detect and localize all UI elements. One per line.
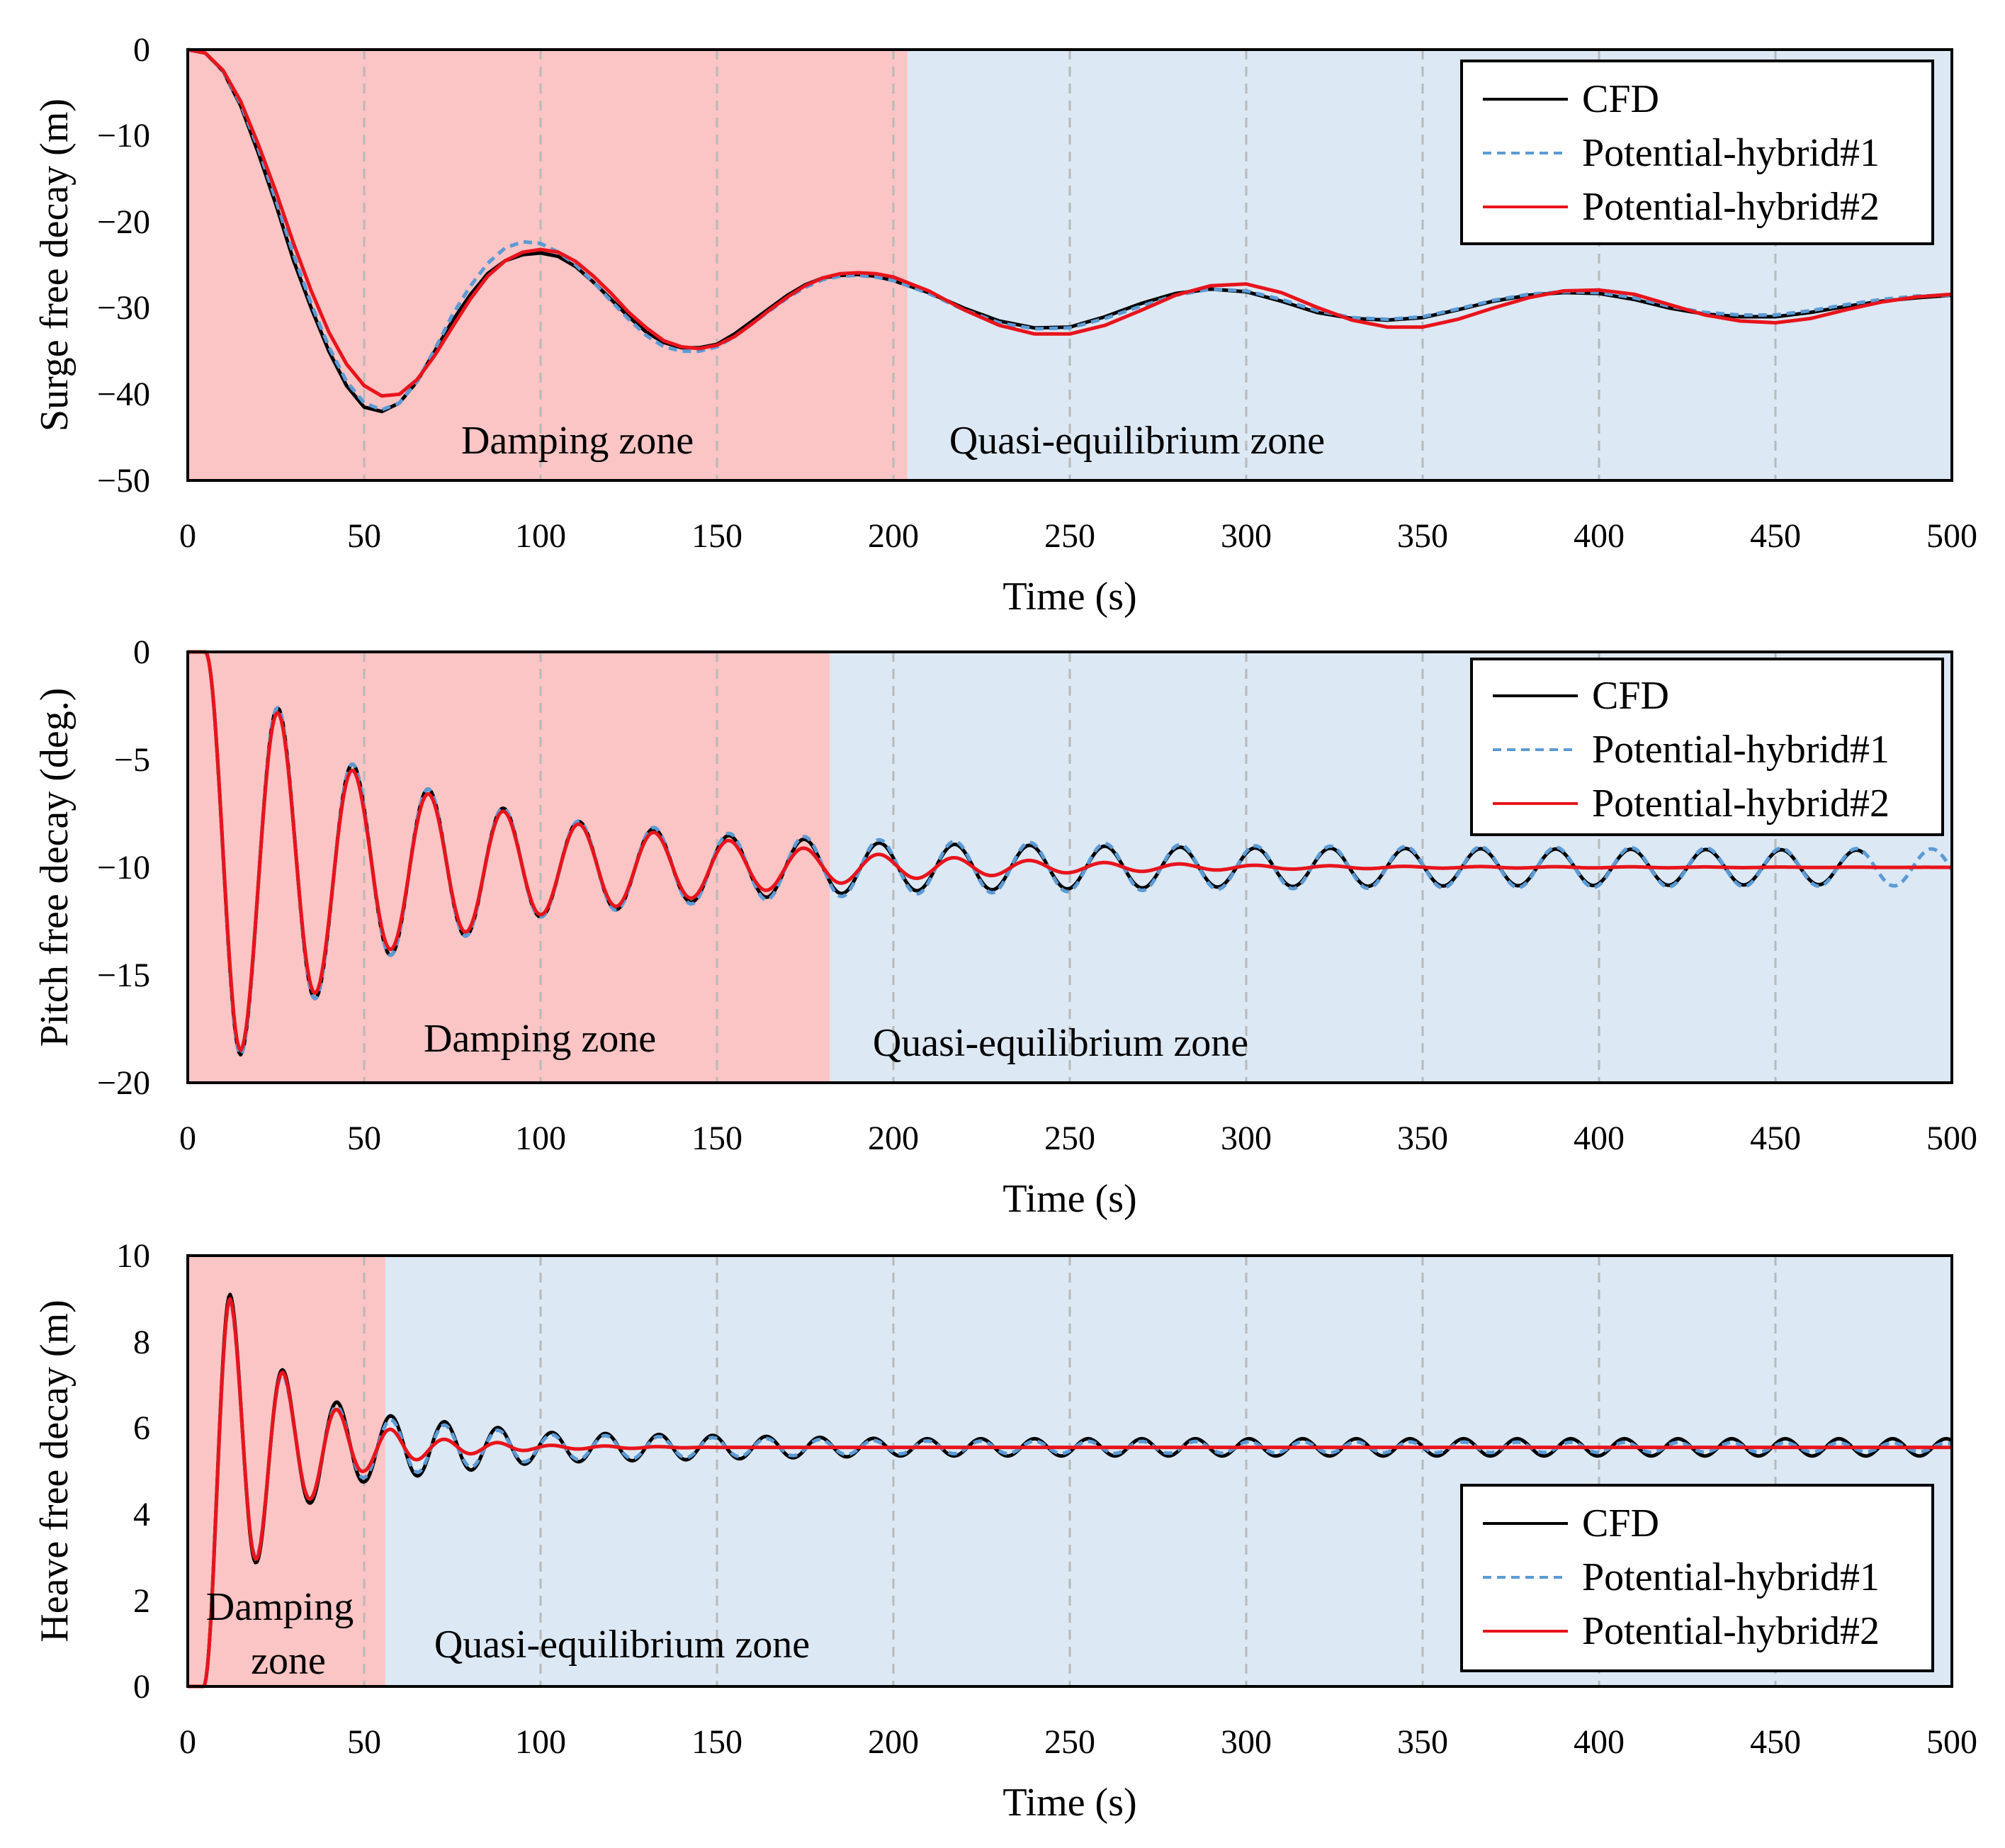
surge-y-axis-label: Surge free decay (m): [33, 98, 77, 432]
heave-series-potential-hybrid-2: [187, 1297, 1953, 1689]
surge-ytick-1: −10: [97, 117, 150, 154]
surge-xtick-10: 500: [1926, 517, 1977, 555]
pitch-ytick-2: −10: [97, 849, 150, 886]
pitch-series-potential-hybrid-2: [188, 650, 1952, 1052]
surge-legend-label-hybrid2: Potential-hybrid#2: [1582, 185, 1880, 229]
heave-y-axis-label: Heave free decay (m): [33, 1300, 77, 1642]
heave-xtick-9: 450: [1750, 1723, 1801, 1761]
pitch-legend-label-cfd: CFD: [1592, 674, 1669, 718]
heave-xtick-7: 350: [1397, 1723, 1448, 1761]
surge-legend-label-cfd: CFD: [1582, 77, 1659, 121]
heave-legend-label-cfd: CFD: [1582, 1502, 1659, 1545]
pitch-equilibrium-zone-label: Quasi-equilibrium zone: [873, 1021, 1248, 1065]
heave-ytick-4: 8: [133, 1324, 150, 1361]
surge-ytick-5: −50: [97, 462, 150, 500]
heave-legend-label-hybrid2: Potential-hybrid#2: [1582, 1609, 1880, 1653]
surge-ytick-0: 0: [133, 31, 150, 69]
pitch-legend-box: [1470, 658, 1944, 836]
heave-legend: CFD Potential-hybrid#1 Potential-hybrid#…: [1460, 1484, 1934, 1672]
surge-series-potential-hybrid-1: [187, 47, 1953, 412]
heave-damping-zone-label-line1: Damping: [206, 1585, 354, 1629]
pitch-panel: 0 −5 −10 −15 −20 0 50 100 150 200 250 30…: [33, 633, 1977, 1221]
surge-plot-frame: [186, 48, 1953, 482]
heave-series-potential-hybrid-1: [187, 1299, 1953, 1689]
heave-xtick-0: 0: [179, 1723, 196, 1761]
pitch-xtick-10: 500: [1926, 1120, 1977, 1157]
pitch-legend-label-hybrid2: Potential-hybrid#2: [1592, 782, 1890, 826]
pitch-y-axis-label: Pitch free decay (deg.): [33, 688, 77, 1047]
heave-ytick-1: 2: [133, 1582, 150, 1620]
heave-xtick-4: 200: [868, 1723, 919, 1761]
pitch-gridlines: [363, 652, 1777, 1083]
pitch-damping-zone-region: [188, 652, 830, 1083]
surge-xtick-3: 150: [691, 517, 742, 555]
pitch-legend: CFD Potential-hybrid#1 Potential-hybrid#…: [1470, 658, 1944, 836]
heave-ytick-3: 6: [133, 1409, 150, 1447]
heave-equilibrium-zone-label: Quasi-equilibrium zone: [434, 1623, 810, 1667]
surge-panel: 0 −10 −20 −30 −40 −50 0 50 100 150 200 2…: [33, 31, 1977, 619]
pitch-xtick-2: 100: [515, 1120, 566, 1157]
surge-xtick-0: 0: [179, 517, 196, 555]
surge-xtick-6: 300: [1221, 517, 1272, 555]
heave-series-lines: [187, 1292, 1953, 1689]
pitch-xtick-6: 300: [1221, 1120, 1272, 1157]
surge-legend-label-hybrid1: Potential-hybrid#1: [1582, 131, 1880, 175]
pitch-damping-zone-label: Damping zone: [424, 1017, 656, 1061]
surge-series-potential-hybrid-2: [187, 47, 1953, 398]
pitch-plot-frame: [186, 650, 1953, 1084]
heave-xtick-10: 500: [1926, 1723, 1977, 1761]
heave-damping-zone-label-line2: zone: [251, 1639, 326, 1683]
heave-legend-label-hybrid1: Potential-hybrid#1: [1582, 1555, 1880, 1599]
heave-xtick-2: 100: [515, 1723, 566, 1761]
surge-ytick-2: −20: [97, 203, 150, 241]
pitch-xtick-9: 450: [1750, 1120, 1801, 1157]
surge-x-axis-label: Time (s): [1002, 575, 1136, 619]
heave-xtick-3: 150: [691, 1723, 742, 1761]
heave-panel: 0 2 4 6 8 10 0 50 100 150 200 250 300 35…: [33, 1237, 1977, 1825]
heave-ytick-0: 0: [133, 1668, 150, 1706]
pitch-xtick-0: 0: [179, 1120, 196, 1157]
pitch-ytick-1: −5: [114, 741, 150, 779]
heave-xtick-8: 400: [1574, 1723, 1625, 1761]
surge-xtick-1: 50: [347, 517, 381, 555]
pitch-xtick-4: 200: [868, 1120, 919, 1157]
surge-xtick-2: 100: [515, 517, 566, 555]
pitch-xtick-8: 400: [1574, 1120, 1625, 1157]
surge-xtick-4: 200: [868, 517, 919, 555]
pitch-xtick-7: 350: [1397, 1120, 1448, 1157]
surge-xtick-7: 350: [1397, 517, 1448, 555]
surge-equilibrium-zone-label: Quasi-equilibrium zone: [949, 419, 1325, 463]
pitch-ytick-3: −15: [97, 957, 150, 994]
pitch-xtick-3: 150: [691, 1120, 742, 1157]
surge-damping-zone-label: Damping zone: [461, 419, 694, 463]
pitch-xtick-1: 50: [347, 1120, 381, 1157]
heave-ytick-2: 4: [133, 1496, 150, 1533]
surge-damping-zone-region: [188, 50, 908, 480]
pitch-ytick-4: −20: [97, 1064, 150, 1102]
pitch-xtick-5: 250: [1044, 1120, 1095, 1157]
heave-xtick-6: 300: [1221, 1723, 1272, 1761]
pitch-series-lines: [188, 650, 1954, 1057]
pitch-x-axis-label: Time (s): [1002, 1177, 1136, 1221]
heave-xtick-1: 50: [347, 1723, 381, 1761]
surge-ytick-3: −30: [97, 289, 150, 327]
surge-xtick-8: 400: [1574, 517, 1625, 555]
heave-x-axis-label: Time (s): [1002, 1781, 1136, 1825]
heave-gridlines: [363, 1256, 1777, 1686]
surge-xtick-5: 250: [1044, 517, 1095, 555]
heave-damping-zone-region: [188, 1256, 385, 1686]
surge-series-lines: [187, 47, 1953, 414]
surge-ytick-4: −40: [97, 376, 150, 413]
heave-ytick-5: 10: [116, 1237, 150, 1275]
surge-legend: CFD Potential-hybrid#1 Potential-hybrid#…: [1460, 60, 1934, 245]
surge-xtick-9: 450: [1750, 517, 1801, 555]
pitch-ytick-0: 0: [133, 633, 150, 671]
pitch-legend-label-hybrid1: Potential-hybrid#1: [1592, 728, 1890, 772]
heave-xtick-5: 250: [1044, 1723, 1095, 1761]
heave-plot-frame: [186, 1254, 1953, 1688]
